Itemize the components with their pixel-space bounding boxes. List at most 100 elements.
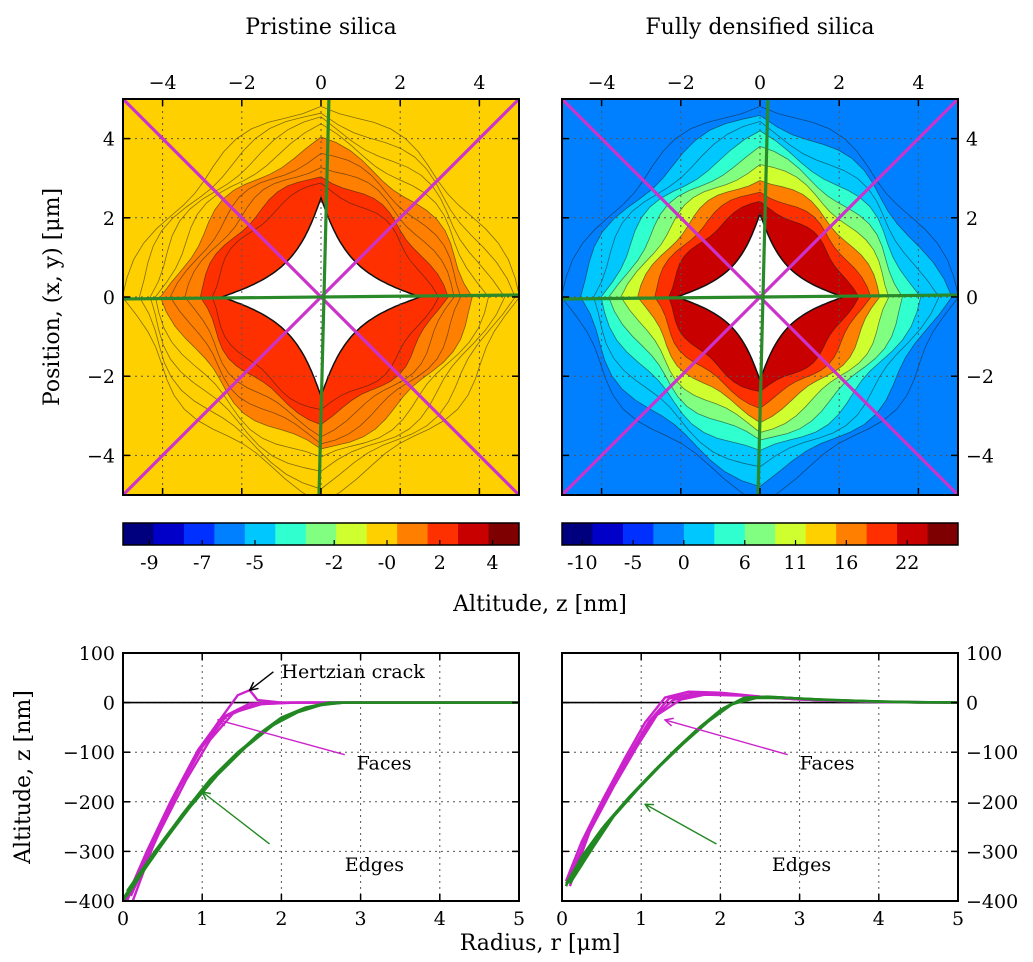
- colorbar-swatch: [366, 523, 383, 545]
- colorbar-tick-label: 6: [739, 552, 751, 574]
- colorbar-swatch: [123, 523, 139, 545]
- y-tick-label: 4: [966, 129, 978, 151]
- colorbar-swatch: [760, 523, 776, 545]
- colorbar-swatch: [927, 523, 944, 545]
- x-tick-label: 2: [833, 72, 845, 94]
- colorbar-tick-label: 2: [434, 552, 446, 574]
- y-tick-label: −200: [63, 792, 115, 814]
- colorbar-swatch: [442, 523, 459, 545]
- x-tick-label: 0: [117, 908, 129, 930]
- y-tick-label: −2: [966, 366, 994, 388]
- x-tick-label: 5: [952, 908, 964, 930]
- x-tick-label: 4: [912, 72, 924, 94]
- pristine-height-map: [123, 99, 519, 495]
- colorbar-swatch: [183, 523, 200, 545]
- pristine-colorbar: -9 -7 -5 -2 -0 2 4: [122, 522, 520, 574]
- colorbar-swatch: [214, 523, 231, 545]
- faces-profile-line: [129, 701, 519, 897]
- densified-colorbar: -10 -5 0 6 11 16 22: [561, 522, 959, 574]
- colorbar-swatch: [638, 523, 654, 545]
- annotation-arrow: [665, 720, 788, 756]
- colorbar-swatch: [790, 523, 807, 545]
- colorbar-swatch: [138, 523, 154, 545]
- densified-profile-frame: [561, 652, 959, 902]
- colorbar-swatch: [866, 523, 883, 545]
- colorbar-tick-label: -10: [567, 552, 598, 574]
- colorbar-swatch: [897, 523, 913, 545]
- faces-profile-line: [564, 691, 958, 887]
- x-tick-label: 1: [196, 908, 208, 930]
- y-tick-label: 0: [966, 287, 978, 309]
- colorbar-frame: [561, 522, 959, 546]
- annotation-arrow: [250, 671, 274, 690]
- x-tick-label: 2: [714, 908, 726, 930]
- y-tick-label: 100: [966, 643, 1002, 665]
- colorbar-tick-label: 4: [487, 552, 499, 574]
- x-tick-label: 4: [434, 908, 446, 930]
- x-tick-label: 0: [556, 908, 568, 930]
- colorbar-swatch: [653, 523, 670, 545]
- colorbar-swatch: [321, 523, 337, 545]
- y-tick-label: −300: [966, 841, 1018, 863]
- colorbar-swatch: [592, 523, 609, 545]
- colorbar-tick-label: -5: [246, 552, 265, 574]
- y-tick-label: 2: [103, 208, 115, 230]
- edges-profile-line: [568, 696, 958, 882]
- y-tick-label: 100: [79, 643, 115, 665]
- x-tick-label: 3: [794, 908, 806, 930]
- colorbar-tick-label: -7: [193, 552, 212, 574]
- annotation-label: Faces: [357, 753, 412, 775]
- colorbar-swatch: [381, 523, 398, 545]
- y-tick-label: 4: [103, 129, 115, 151]
- edge-axis-line: [562, 293, 958, 301]
- colorbar-swatch: [458, 523, 474, 545]
- colorbar-swatch: [168, 523, 185, 545]
- colorbar-tick-label: -5: [624, 552, 643, 574]
- edges-profile-line: [126, 701, 519, 892]
- y-tick-label: 0: [103, 693, 115, 715]
- annotation-label: Edges: [345, 854, 404, 876]
- y-tick-label: −100: [966, 742, 1018, 764]
- annotation-label: Edges: [772, 854, 831, 876]
- y-tick-label: −100: [63, 742, 115, 764]
- y-tick-label: 0: [966, 693, 978, 715]
- colorbar-tick-label: 16: [834, 552, 858, 574]
- colorbar-swatch: [607, 523, 624, 545]
- colorbar-swatch: [744, 523, 761, 545]
- x-tick-label: 2: [275, 908, 287, 930]
- annotation-arrow: [645, 804, 717, 845]
- x-tick-label: −4: [588, 72, 616, 94]
- colorbar-swatch: [260, 523, 276, 545]
- y-tick-label: −200: [966, 792, 1018, 814]
- profile-y-axis-label: Altitude, z [nm]: [11, 690, 36, 865]
- colorbar-swatch: [562, 523, 578, 545]
- colorbar-swatch: [836, 523, 852, 545]
- edges-profile-line: [123, 701, 519, 900]
- y-tick-label: −2: [87, 366, 115, 388]
- x-tick-label: 2: [394, 72, 406, 94]
- colorbar-swatch: [729, 523, 746, 545]
- colorbar-swatch: [503, 523, 520, 545]
- colorbar-swatch: [577, 523, 593, 545]
- faces-profile-line: [568, 692, 958, 884]
- colorbar-swatch: [397, 523, 413, 545]
- colorbar-swatch: [351, 523, 368, 545]
- edge-axis-line: [123, 293, 519, 301]
- colorbar-tick-label: 11: [783, 552, 807, 574]
- annotation-arrow: [202, 792, 270, 845]
- colorbar-swatch: [336, 523, 352, 545]
- colorbar-tick-label: 22: [895, 552, 919, 574]
- colorbar-swatch: [775, 523, 791, 545]
- colorbar-tick-label: -9: [140, 552, 159, 574]
- colorbar-swatch: [668, 523, 685, 545]
- colorbar-swatch: [473, 523, 490, 545]
- x-tick-label: −2: [228, 72, 256, 94]
- colorbar-swatch: [942, 523, 959, 545]
- x-tick-label: 0: [754, 72, 766, 94]
- colorbar-tick-label: -2: [325, 552, 344, 574]
- map-y-axis-label: Position, (x, y) [μm]: [40, 188, 65, 406]
- colorbar-frame: [122, 522, 520, 546]
- colorbar-swatch: [244, 523, 261, 545]
- y-tick-label: −4: [966, 445, 994, 467]
